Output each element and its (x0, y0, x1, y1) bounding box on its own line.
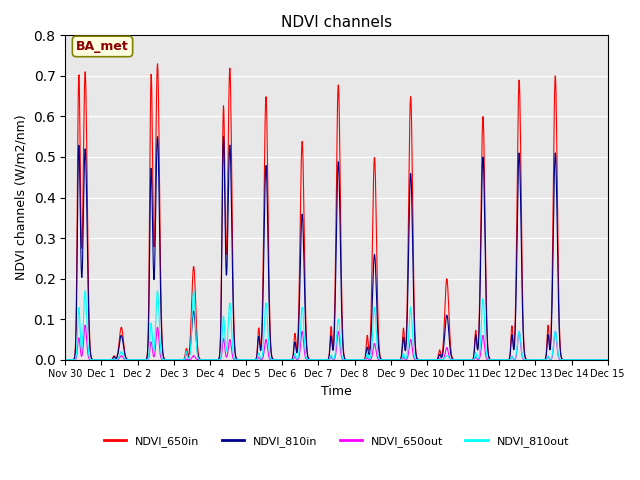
NDVI_650out (104, 357, 111, 362)
NDVI_810out (313, 357, 321, 362)
NDVI_650out (604, 357, 612, 362)
Y-axis label: NDVI channels (W/m2/nm): NDVI channels (W/m2/nm) (15, 115, 28, 280)
NDVI_650in (604, 357, 612, 362)
Line: NDVI_810out: NDVI_810out (65, 291, 608, 360)
Line: NDVI_810in: NDVI_810in (65, 137, 608, 360)
NDVI_810in (371, 252, 378, 257)
NDVI_810out (371, 304, 378, 310)
NDVI_650in (104, 357, 111, 362)
NDVI_810out (104, 357, 111, 362)
NDVI_810out (604, 357, 612, 362)
NDVI_650out (313, 357, 321, 362)
NDVI_810in (220, 134, 227, 140)
Line: NDVI_650out: NDVI_650out (65, 325, 608, 360)
NDVI_650in (125, 357, 133, 362)
NDVI_650in (303, 346, 311, 351)
NDVI_810in (104, 357, 111, 362)
Legend: NDVI_650in, NDVI_810in, NDVI_650out, NDVI_810out: NDVI_650in, NDVI_810in, NDVI_650out, NDV… (100, 432, 573, 451)
NDVI_650out (303, 357, 311, 362)
NDVI_810out (61, 357, 69, 362)
Title: NDVI channels: NDVI channels (281, 15, 392, 30)
NDVI_810out (126, 357, 134, 362)
NDVI_650in (61, 357, 69, 362)
NDVI_810in (604, 357, 612, 362)
NDVI_650out (292, 355, 300, 361)
X-axis label: Time: Time (321, 385, 352, 398)
NDVI_810in (61, 357, 69, 362)
Line: NDVI_650in: NDVI_650in (65, 64, 608, 360)
NDVI_650in (371, 155, 378, 160)
NDVI_650out (126, 357, 134, 362)
NDVI_810in (303, 349, 311, 355)
NDVI_810out (292, 353, 300, 359)
NDVI_810in (125, 357, 133, 362)
NDVI_650in (313, 357, 321, 362)
NDVI_810out (81, 288, 89, 294)
NDVI_810in (292, 344, 300, 350)
Text: BA_met: BA_met (76, 40, 129, 53)
NDVI_810in (313, 357, 321, 362)
NDVI_650out (81, 323, 89, 328)
NDVI_650out (61, 357, 69, 362)
NDVI_810out (303, 356, 311, 362)
NDVI_650out (371, 341, 378, 347)
NDVI_650in (154, 61, 161, 67)
NDVI_650in (292, 337, 300, 343)
